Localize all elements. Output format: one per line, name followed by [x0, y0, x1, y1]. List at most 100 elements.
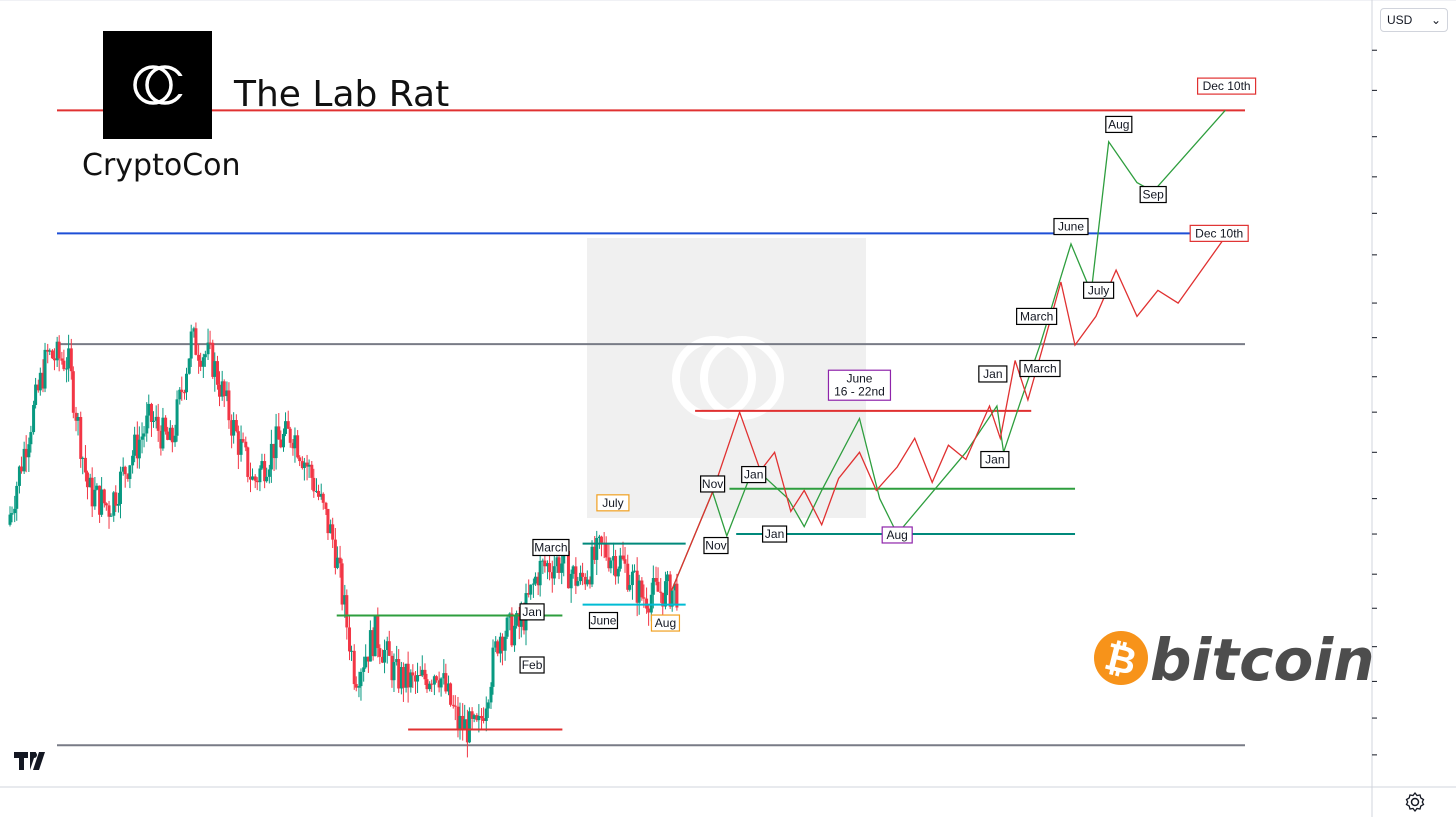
annotation-box: [1196, 77, 1257, 95]
candle-body: [335, 557, 339, 568]
candle-body: [151, 420, 155, 422]
candle-body: [90, 477, 94, 507]
tradingview-logo-icon[interactable]: [14, 752, 48, 770]
candle-body: [201, 357, 205, 367]
annotation-box: [1016, 307, 1058, 326]
annotation-text: June: [1058, 220, 1084, 234]
candle-body: [338, 557, 342, 564]
annotation-label: Aug: [650, 614, 681, 632]
candle-body: [381, 656, 385, 663]
candle-body: [15, 485, 19, 509]
candle-body: [420, 669, 424, 676]
candle-body: [588, 579, 592, 585]
candle-body: [260, 461, 264, 469]
candle-body: [482, 718, 486, 722]
candle-body: [470, 711, 474, 719]
annotation-label: Nov: [703, 536, 729, 555]
annotation-label: Jan: [519, 603, 545, 621]
candle-body: [255, 480, 259, 483]
candle-body: [241, 439, 245, 442]
candle-body: [126, 474, 130, 479]
candle-body: [618, 555, 622, 569]
candle-body: [319, 493, 323, 497]
candle-body: [62, 360, 66, 370]
candle-body: [298, 457, 302, 462]
candle-body: [557, 557, 561, 573]
candle-body: [107, 505, 111, 517]
candle-body: [630, 571, 634, 586]
candle-body: [93, 489, 97, 507]
candle-body: [387, 641, 391, 656]
annotation-text: Jan: [985, 453, 1004, 467]
candle-body: [359, 671, 363, 687]
candle-body: [253, 476, 257, 481]
annotation-label: June: [588, 611, 619, 630]
candle-body: [69, 348, 73, 372]
annotation-label: July: [1083, 281, 1115, 299]
candle-body: [41, 372, 45, 389]
candle-body: [225, 390, 229, 397]
candle-body: [472, 715, 476, 719]
annotation-box: [1189, 224, 1249, 242]
annotation-label: Aug: [881, 526, 913, 544]
candle-body: [621, 555, 625, 560]
candle-body: [444, 673, 448, 692]
currency-label: USD: [1387, 13, 1413, 27]
candle-body: [515, 613, 519, 626]
candle-body: [416, 675, 420, 682]
candle-body: [13, 508, 17, 514]
candle-body: [161, 417, 165, 449]
candle-body: [137, 439, 141, 459]
annotation-box: [596, 494, 630, 512]
annotation-text: July: [1088, 283, 1109, 297]
gear-icon[interactable]: [1404, 791, 1426, 813]
annotation-box: [1139, 185, 1167, 204]
candle-body: [215, 361, 219, 385]
candle-body: [494, 641, 498, 648]
candle-body: [305, 462, 309, 467]
candle-body: [583, 576, 587, 585]
candle-body: [345, 595, 349, 628]
annotation-label: Aug: [1105, 115, 1133, 134]
candle-body: [263, 461, 267, 482]
candle-body: [395, 659, 399, 663]
candle-body: [135, 434, 139, 459]
annotation-text: Aug: [655, 616, 676, 630]
candle-body: [81, 457, 85, 459]
candle-body: [199, 360, 203, 367]
candle-body: [383, 649, 387, 663]
currency-select[interactable]: USD ⌄: [1380, 8, 1448, 32]
candle-body: [230, 420, 234, 436]
annotation-label: March: [1016, 307, 1058, 326]
candle-body: [236, 431, 240, 455]
candle-body: [467, 711, 471, 743]
candle-body: [538, 560, 542, 586]
candle-body: [175, 399, 179, 436]
candle-body: [463, 719, 467, 730]
annotation-label: Sep: [1139, 185, 1167, 204]
candle-body: [286, 421, 290, 429]
candle-body: [579, 572, 583, 582]
annotation-box: [881, 526, 913, 544]
annotation-label: June: [1053, 217, 1089, 236]
candle-body: [399, 667, 403, 689]
candle-body: [312, 477, 316, 492]
annotation-label: March: [532, 538, 570, 557]
candle-body: [194, 328, 198, 355]
candle-body: [628, 585, 632, 590]
candle-body: [85, 472, 89, 488]
candle-body: [447, 683, 451, 692]
candle-body: [239, 439, 243, 455]
candle-body: [277, 426, 281, 440]
candle-body: [32, 404, 36, 433]
bitcoin-coin-icon: [1094, 631, 1148, 685]
candle-body: [673, 583, 677, 591]
candle-body: [354, 684, 358, 688]
candle-body: [378, 648, 382, 657]
candle-body: [281, 433, 285, 448]
annotation-label: March: [1019, 359, 1061, 378]
candle-body: [392, 662, 396, 681]
candle-body: [489, 686, 493, 703]
